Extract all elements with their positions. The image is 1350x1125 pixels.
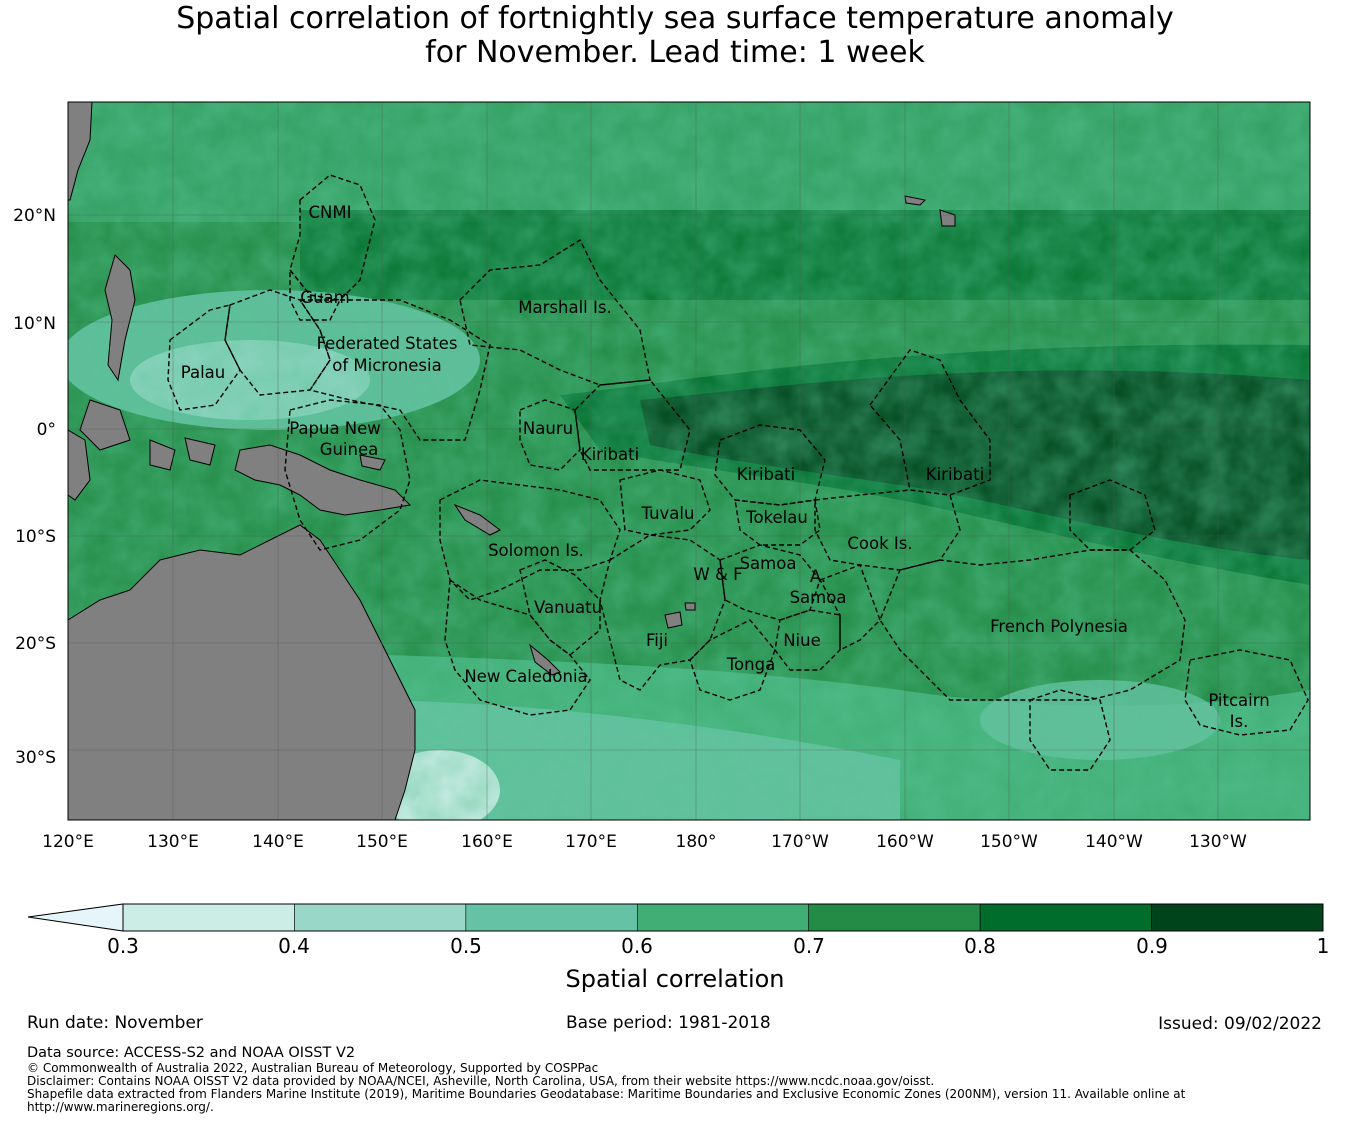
region-label-kiribati-central: Kiribati <box>737 465 795 484</box>
region-label-pitcairn-2: Is. <box>1230 712 1249 731</box>
region-label-niue: Niue <box>783 631 821 650</box>
region-label-samoa: Samoa <box>740 554 797 573</box>
colorbar-cell <box>294 903 467 932</box>
footer-credits: Data source: ACCESS-S2 and NOAA OISST V2… <box>27 1045 1327 1114</box>
region-label-nauru: Nauru <box>523 419 573 438</box>
region-label-solomon: Solomon Is. <box>488 541 584 560</box>
longitude-tick-labels: 120°E 130°E 140°E 150°E 160°E 170°E 180°… <box>42 832 1247 852</box>
colorbar-cell <box>636 903 810 932</box>
region-label-kiribati-west: Kiribati <box>581 445 639 464</box>
lat-tick: 30°S <box>15 748 56 768</box>
region-label-wallis-futuna: W & F <box>693 565 742 584</box>
colorbar-frame <box>122 903 1324 932</box>
lon-tick: 180° <box>676 832 717 852</box>
colorbar-cell <box>808 903 981 932</box>
colorbar-tick: 0.7 <box>793 934 825 958</box>
region-label-kiribati-east: Kiribati <box>926 465 984 484</box>
eez-boundaries <box>167 174 1309 771</box>
lon-tick: 120°E <box>42 832 94 852</box>
colorbar-tick-labels: 0.3 0.4 0.5 0.6 0.7 0.8 0.9 1 <box>107 934 1329 958</box>
sst-correlation-field <box>68 102 1310 820</box>
region-label-png-1: Papua New <box>289 419 381 438</box>
lat-tick: 0° <box>37 420 56 440</box>
copyright: © Commonwealth of Australia 2022, Austra… <box>27 1061 599 1075</box>
region-label-vanuatu: Vanuatu <box>534 598 602 617</box>
region-label-american-samoa-1: A. <box>810 567 826 586</box>
region-label-guam: Guam <box>300 288 349 307</box>
colorbar: 0.3 0.4 0.5 0.6 0.7 0.8 0.9 1 Spatial co… <box>27 903 1329 993</box>
region-label-french-polynesia: French Polynesia <box>990 617 1128 636</box>
graticule <box>68 102 1310 820</box>
lat-tick: 10°N <box>13 314 56 334</box>
colorbar-cell <box>465 903 638 932</box>
marineregions-link: http://www.marineregions.org/. <box>27 1100 214 1114</box>
colorbar-cells <box>122 903 1324 932</box>
lon-tick: 140°E <box>252 832 304 852</box>
issued-date: Issued: 09/02/2022 <box>1158 1014 1322 1034</box>
lat-tick: 20°S <box>15 634 56 654</box>
colorbar-tick: 0.4 <box>278 934 310 958</box>
title-line-1: Spatial correlation of fortnightly sea s… <box>176 1 1174 36</box>
latitude-tick-labels: 20°N 10°N 0° 10°S 20°S 30°S <box>13 206 56 768</box>
region-label-tokelau: Tokelau <box>745 508 808 527</box>
region-label-american-samoa-2: Samoa <box>790 588 847 607</box>
shapefile-credit: Shapefile data extracted from Flanders M… <box>27 1087 1186 1101</box>
colorbar-cell <box>122 903 295 932</box>
colorbar-extend-arrow <box>27 903 124 932</box>
colorbar-title: Spatial correlation <box>565 965 784 993</box>
lat-tick: 20°N <box>13 206 56 226</box>
lon-tick: 150°W <box>980 832 1038 852</box>
lon-tick: 160°W <box>876 832 934 852</box>
region-label-tuvalu: Tuvalu <box>641 504 695 523</box>
region-label-cnmi: CNMI <box>309 203 352 222</box>
region-label-new-caledonia: New Caledonia <box>464 667 587 686</box>
base-period: Base period: 1981-2018 <box>566 1013 771 1033</box>
colorbar-tick: 0.5 <box>450 934 482 958</box>
region-label-palau: Palau <box>181 363 225 382</box>
region-label-png-2: Guinea <box>320 440 379 459</box>
colorbar-cell <box>979 903 1152 932</box>
region-label-cook: Cook Is. <box>847 534 912 553</box>
colorbar-tick: 0.8 <box>964 934 996 958</box>
region-labels: CNMI Guam Marshall Is. Palau Federated S… <box>181 203 1270 731</box>
lon-tick: 170°W <box>771 832 829 852</box>
lat-tick: 10°S <box>15 527 56 547</box>
colorbar-tick: 0.3 <box>107 934 139 958</box>
lon-tick: 170°E <box>565 832 617 852</box>
colorbar-tick: 0.6 <box>621 934 653 958</box>
lon-tick: 130°E <box>147 832 199 852</box>
lon-tick: 140°W <box>1085 832 1143 852</box>
region-label-fsm-1: Federated States <box>317 334 458 353</box>
title-line-2: for November. Lead time: 1 week <box>425 35 925 70</box>
colorbar-tick: 1 <box>1317 934 1330 958</box>
land-masses <box>68 102 956 820</box>
region-label-tonga: Tonga <box>726 655 775 674</box>
lon-tick: 150°E <box>356 832 408 852</box>
colorbar-cell <box>1151 903 1324 932</box>
colorbar-tick: 0.9 <box>1136 934 1168 958</box>
data-source: Data source: ACCESS-S2 and NOAA OISST V2 <box>27 1045 356 1061</box>
run-date: Run date: November <box>27 1013 203 1033</box>
disclaimer: Disclaimer: Contains NOAA OISST V2 data … <box>27 1074 935 1088</box>
lon-tick: 160°E <box>461 832 513 852</box>
region-label-marshall: Marshall Is. <box>518 298 611 317</box>
chart-title: Spatial correlation of fortnightly sea s… <box>0 2 1350 70</box>
map-frame <box>67 101 1311 821</box>
lon-tick: 130°W <box>1189 832 1247 852</box>
region-label-pitcairn-1: Pitcairn <box>1208 691 1269 710</box>
region-label-fsm-2: of Micronesia <box>332 356 441 375</box>
region-label-fiji: Fiji <box>646 631 668 650</box>
